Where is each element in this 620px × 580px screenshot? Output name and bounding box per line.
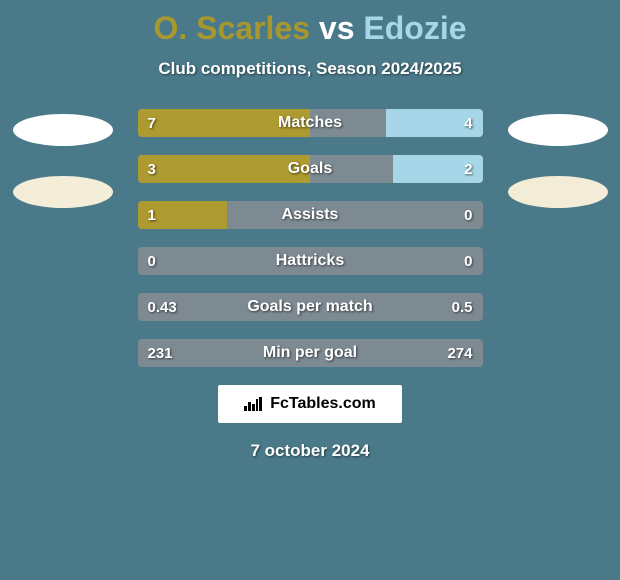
bar-fill-left <box>138 109 311 137</box>
right-logo-column <box>503 109 613 208</box>
stat-value-left: 1 <box>148 201 156 229</box>
stat-value-left: 231 <box>148 339 173 367</box>
stat-value-left: 0.43 <box>148 293 177 321</box>
stats-bars: 74Matches32Goals10Assists00Hattricks0.43… <box>138 109 483 367</box>
subtitle: Club competitions, Season 2024/2025 <box>0 59 620 79</box>
stat-row: 74Matches <box>138 109 483 137</box>
bar-chart-icon <box>244 397 262 411</box>
stat-value-right: 0.5 <box>452 293 473 321</box>
stat-value-right: 4 <box>464 109 472 137</box>
brand-name: FcTables.com <box>270 395 376 413</box>
player2-name: Edozie <box>363 10 466 46</box>
left-club-logo-2 <box>13 176 113 208</box>
stat-row: 0.430.5Goals per match <box>138 293 483 321</box>
stat-value-left: 3 <box>148 155 156 183</box>
right-club-logo-1 <box>508 114 608 146</box>
right-club-logo-2 <box>508 176 608 208</box>
brand-box[interactable]: FcTables.com <box>218 385 402 423</box>
left-logo-column <box>8 109 118 208</box>
stat-row: 32Goals <box>138 155 483 183</box>
title-heading: O. Scarles vs Edozie <box>0 10 620 47</box>
date-text: 7 october 2024 <box>250 441 369 461</box>
player1-name: O. Scarles <box>153 10 310 46</box>
comparison-widget: O. Scarles vs Edozie Club competitions, … <box>0 0 620 461</box>
stat-row: 00Hattricks <box>138 247 483 275</box>
stat-row: 10Assists <box>138 201 483 229</box>
footer: FcTables.com 7 october 2024 <box>0 385 620 461</box>
stat-value-right: 0 <box>464 201 472 229</box>
left-club-logo-1 <box>13 114 113 146</box>
stat-value-left: 0 <box>148 247 156 275</box>
stat-value-right: 2 <box>464 155 472 183</box>
bar-bg-left <box>138 247 311 275</box>
stat-value-right: 0 <box>464 247 472 275</box>
bar-fill-left <box>138 155 311 183</box>
vs-separator: vs <box>310 10 363 46</box>
bar-bg-right <box>310 247 483 275</box>
stats-area: 74Matches32Goals10Assists00Hattricks0.43… <box>0 109 620 367</box>
stat-value-left: 7 <box>148 109 156 137</box>
stat-value-right: 274 <box>447 339 472 367</box>
bar-bg-right <box>310 201 483 229</box>
stat-row: 231274Min per goal <box>138 339 483 367</box>
